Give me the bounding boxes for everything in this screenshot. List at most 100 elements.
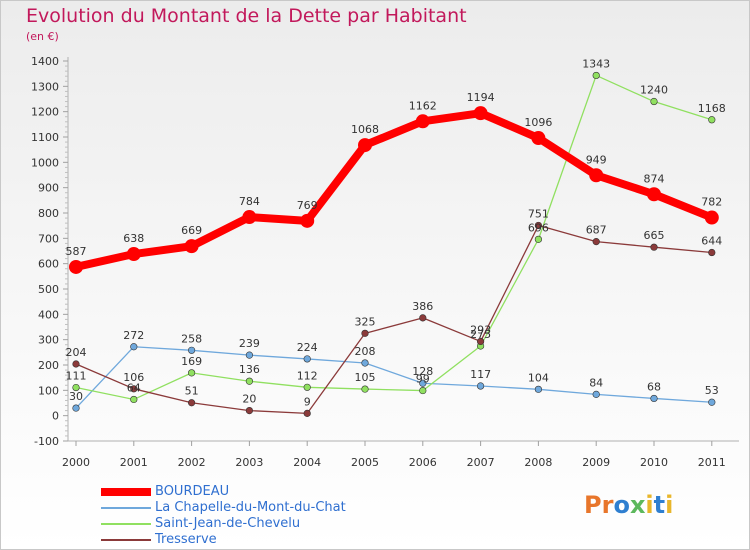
legend-label: BOURDEAU bbox=[155, 484, 230, 499]
x-tick-label: 2011 bbox=[698, 456, 726, 469]
legend-swatch bbox=[101, 507, 151, 509]
data-label: 751 bbox=[528, 207, 549, 220]
data-point bbox=[477, 337, 485, 346]
data-label: 272 bbox=[123, 329, 144, 342]
data-label: 224 bbox=[297, 341, 318, 354]
data-label: 53 bbox=[705, 384, 719, 397]
data-point bbox=[303, 409, 311, 417]
data-point bbox=[72, 383, 80, 392]
data-label: 293 bbox=[470, 323, 491, 336]
data-point bbox=[704, 210, 719, 225]
data-label: 644 bbox=[701, 235, 722, 248]
series-line-1 bbox=[75, 346, 712, 409]
data-point bbox=[708, 398, 716, 406]
data-label: 117 bbox=[470, 368, 491, 381]
x-tick-label: 2002 bbox=[178, 456, 206, 469]
legend-item: La Chapelle-du-Mont-du-Chat bbox=[101, 500, 421, 516]
chart-title: Evolution du Montant de la Dette par Hab… bbox=[26, 5, 467, 27]
logo-letter: P bbox=[584, 491, 602, 519]
data-label: 1194 bbox=[467, 91, 495, 104]
y-tick-label: 800 bbox=[38, 207, 59, 220]
data-label: 386 bbox=[412, 300, 433, 313]
data-point bbox=[245, 377, 253, 385]
y-tick-label: 0 bbox=[52, 410, 59, 423]
series-line-2 bbox=[75, 74, 712, 401]
data-point bbox=[303, 383, 311, 391]
x-tick-label: 2008 bbox=[524, 456, 552, 469]
data-label: 1343 bbox=[582, 57, 610, 70]
data-label: 275 bbox=[470, 328, 491, 341]
y-tick-label: 500 bbox=[38, 283, 59, 296]
data-point bbox=[130, 343, 138, 351]
data-label: 696 bbox=[528, 221, 549, 234]
data-label: 687 bbox=[586, 224, 607, 237]
data-label: 84 bbox=[589, 376, 603, 389]
logo-letter: i bbox=[665, 491, 674, 519]
legend-item: BOURDEAU bbox=[101, 484, 421, 500]
data-label: 325 bbox=[355, 315, 376, 328]
data-label: 128 bbox=[412, 365, 433, 378]
logo-letter: o bbox=[613, 491, 630, 519]
x-tick-label: 2010 bbox=[640, 456, 668, 469]
chart-unit-label: (en €) bbox=[26, 30, 59, 43]
data-label: 587 bbox=[66, 245, 87, 258]
data-point bbox=[358, 138, 372, 153]
y-tick-label: 900 bbox=[38, 182, 59, 195]
data-label: 68 bbox=[647, 380, 661, 393]
data-point bbox=[650, 97, 658, 106]
data-point bbox=[130, 395, 138, 404]
data-label: 874 bbox=[644, 172, 665, 185]
data-point bbox=[531, 131, 546, 146]
x-tick-label: 2001 bbox=[120, 456, 148, 469]
data-point bbox=[126, 247, 141, 262]
data-point bbox=[650, 243, 658, 251]
data-label: 769 bbox=[297, 199, 318, 212]
data-label: 112 bbox=[297, 369, 318, 382]
y-tick-label: 1400 bbox=[31, 55, 59, 68]
data-label: 99 bbox=[416, 373, 430, 386]
legend-label: Tresserve bbox=[155, 532, 217, 547]
data-label: 105 bbox=[355, 371, 376, 384]
data-label: 30 bbox=[69, 390, 83, 403]
x-tick-label: 2004 bbox=[293, 456, 321, 469]
legend-item: Saint-Jean-de-Chevelu bbox=[101, 516, 421, 532]
data-label: 1168 bbox=[698, 102, 726, 115]
logo-letter: i bbox=[645, 491, 654, 519]
legend-swatch bbox=[101, 523, 151, 525]
data-point bbox=[647, 187, 661, 202]
logo-letter: x bbox=[629, 491, 646, 519]
y-tick-label: 1000 bbox=[31, 156, 59, 169]
data-point bbox=[130, 385, 138, 393]
data-point bbox=[650, 394, 658, 403]
x-tick-label: 2009 bbox=[582, 456, 610, 469]
logo-letter: r bbox=[601, 491, 614, 519]
y-tick-label: -100 bbox=[34, 435, 59, 448]
legend-label: La Chapelle-du-Mont-du-Chat bbox=[155, 500, 346, 515]
data-point bbox=[708, 116, 716, 124]
y-tick-label: 300 bbox=[38, 334, 59, 347]
legend: BOURDEAU La Chapelle-du-Mont-du-Chat Saint… bbox=[101, 484, 421, 548]
data-point bbox=[184, 239, 199, 254]
x-tick-label: 2003 bbox=[235, 456, 263, 469]
logo-letter: t bbox=[653, 491, 666, 519]
data-label: 1162 bbox=[409, 99, 437, 112]
series-line-0 bbox=[75, 109, 714, 271]
data-label: 1096 bbox=[524, 116, 552, 129]
y-tick-label: 200 bbox=[38, 359, 59, 372]
x-tick-label: 2007 bbox=[467, 456, 495, 469]
data-label: 104 bbox=[528, 371, 549, 384]
legend-swatch bbox=[101, 488, 151, 496]
data-point bbox=[242, 210, 257, 225]
data-point bbox=[589, 168, 604, 183]
data-label: 64 bbox=[127, 381, 141, 394]
data-label: 949 bbox=[586, 153, 607, 166]
legend-item: Tresserve bbox=[101, 532, 421, 548]
data-label: 204 bbox=[66, 346, 87, 359]
data-label: 239 bbox=[239, 337, 260, 350]
x-tick-label: 2006 bbox=[409, 456, 437, 469]
y-tick-label: 100 bbox=[38, 384, 59, 397]
data-label: 9 bbox=[304, 395, 311, 408]
data-point bbox=[592, 71, 600, 80]
